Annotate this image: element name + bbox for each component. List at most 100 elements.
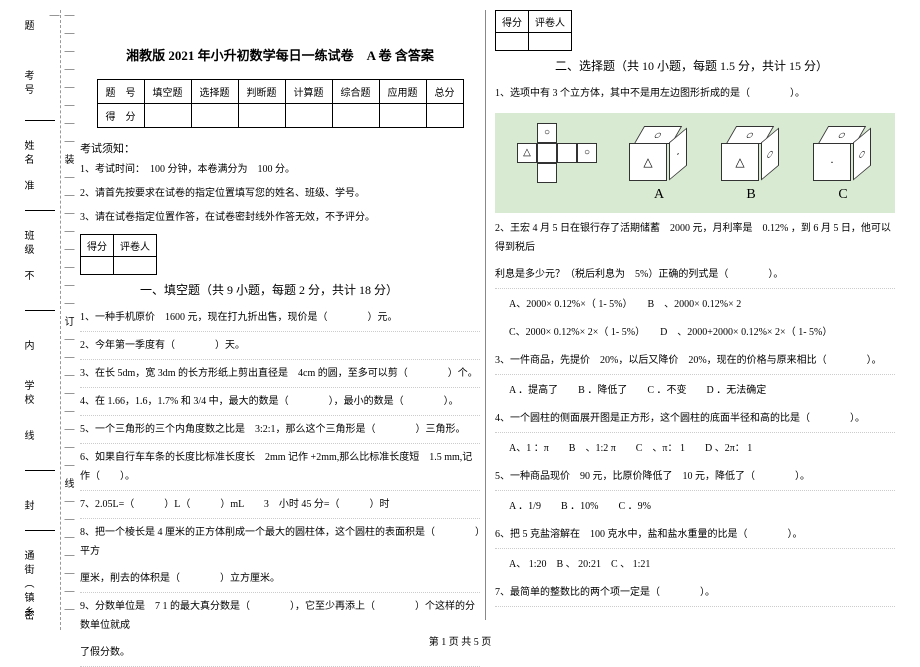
section-1-title: 一、填空题（共 9 小题，每题 2 分，共计 18 分） [140,281,480,298]
cube-c-label: C [813,187,873,203]
bind-label-3: 准 [20,180,35,194]
s1-q5: 5、一个三角形的三个内角度数之比是 3:2:1，那么这个三角形是（ ）三角形。 [80,420,480,444]
s2-q6-opts: A、 1:20 B 、 20:21 C 、 1:21 [509,555,895,575]
score-h-2: 选择题 [191,80,238,104]
bind-label-7: 学校 [20,380,35,408]
s2-q3: 3、一件商品，先提价 20%，以后又降价 20%，现在的价格与原来相比（ ）。 [495,351,895,375]
scorer-c2: 评卷人 [114,235,157,257]
s1-q6: 6、如果自行车车条的长度比标准长度长 2mm 记作 +2mm,那么比标准长度短 … [80,448,480,491]
score-table: 题 号 填空题 选择题 判断题 计算题 综合题 应用题 总分 得 分 [97,79,464,128]
cube-a: ○ · △ [629,123,689,183]
bind-mark-3 [25,310,55,311]
net-5 [537,163,557,183]
s1-q2: 2、今年第一季度有（ ）天。 [80,336,480,360]
section-2-title: 二、选择题（共 10 小题，每题 1.5 分，共计 15 分） [555,57,895,74]
score-v-1 [144,104,191,128]
s1-q3: 3、在长 5dm，宽 3dm 的长方形纸上剪出直径是 4cm 的圆，至多可以剪（… [80,364,480,388]
bind-mark-1 [25,120,55,121]
scorer-box-1: 得分 评卷人 [80,234,157,275]
bind-mark-2 [25,210,55,211]
cube-a-wrap: ○ · △ A [629,123,689,203]
bind-label-9: 封 [20,500,35,514]
binding-column: ｜｜｜｜｜｜｜｜装｜｜｜｜｜｜｜｜订｜｜｜｜｜｜｜｜线｜｜｜｜｜｜｜｜ 题 考号… [20,10,70,630]
bind-label-8: 线 [20,430,35,444]
bind-mark-4 [25,470,55,471]
s1-q8b: 厘米，削去的体积是（ ）立方厘米。 [80,569,480,593]
page-divider [485,10,486,620]
score-value-row: 得 分 [97,104,463,128]
s1-q1: 1、一种手机原价 1600 元，现在打九折出售，现价是（ ）元。 [80,308,480,332]
s2-q5: 5、一种商品现价 90 元，比原价降低了 10 元，降低了（ ）。 [495,467,895,491]
notice-1: 1、考试时间： 100 分钟，本卷满分为 100 分。 [80,162,480,178]
scorer-b2 [114,257,157,275]
cube-figure: ○ △ ○ ○ · △ A ○ ○ △ B ○ ○ [495,113,895,213]
bind-label-2: 姓名 [20,140,35,168]
exam-title: 湘教版 2021 年小升初数学每日一练试卷 A 卷 含答案 [80,45,480,64]
cube-a-label: A [629,187,689,203]
net-0: ○ [537,123,557,143]
cube-b-label: B [721,187,781,203]
bind-label-11: 密 [20,610,35,624]
page-right: 得分 评卷人 二、选择题（共 10 小题，每题 1.5 分，共计 15 分） 1… [495,10,895,620]
bind-label-5: 不 [20,270,35,284]
score-h-6: 应用题 [379,80,426,104]
score-v-6 [379,104,426,128]
net-1: △ [517,143,537,163]
notice-2: 2、请首先按要求在试卷的指定位置填写您的姓名、班级、学号。 [80,186,480,202]
s2-q2b: 利息是多少元？（税后利息为 5%）正确的列式是（ ）。 [495,265,895,289]
scorer-b1 [81,257,114,275]
score-h-1: 填空题 [144,80,191,104]
score-h-5: 综合题 [332,80,379,104]
net-2 [537,143,557,163]
bind-label-0: 题 [20,20,35,34]
scorer2-b1 [496,33,529,51]
bind-label-6: 内 [20,340,35,354]
scorer2-c1: 得分 [496,11,529,33]
cube-b-wrap: ○ ○ △ B [721,123,781,203]
notice-3: 3、请在试卷指定位置作答，在试卷密封线外作答无效，不予评分。 [80,210,480,226]
binding-vertical-text: ｜｜｜｜｜｜｜｜装｜｜｜｜｜｜｜｜订｜｜｜｜｜｜｜｜线｜｜｜｜｜｜｜｜ [45,10,75,630]
score-v-7 [426,104,463,128]
cube-c: ○ ○ · [813,123,873,183]
score-v-5 [332,104,379,128]
cube-c-front: · [813,143,851,181]
bind-label-4: 班级 [20,230,35,258]
cube-c-wrap: ○ ○ · C [813,123,873,203]
scorer2-c2: 评卷人 [529,11,572,33]
s2-q3-opts: A ．提高了 B ．降低了 C ．不变 D ．无法确定 [509,381,895,401]
cube-b: ○ ○ △ [721,123,781,183]
s2-q5-opts: A ．1/9 B ．10% C ．9% [509,497,895,517]
s2-q1: 1、选项中有 3 个立方体，其中不是用左边图形折成的是（ ）。 [495,84,895,107]
scorer2-b2 [529,33,572,51]
s1-q7: 7、2.05L=（ ）L（ ）mL 3 小时 45 分=（ ）时 [80,495,480,519]
s2-q2-opts1: A、2000× 0.12%×（ 1- 5%） B 、2000× 0.12%× 2 [509,295,895,315]
s2-q6: 6、把 5 克盐溶解在 100 克水中，盐和盐水重量的比是（ ）。 [495,525,895,549]
score-v-3 [238,104,285,128]
score-v-2 [191,104,238,128]
scorer-c1: 得分 [81,235,114,257]
page-footer: 第 1 页 共 5 页 [0,633,920,648]
score-h-7: 总分 [426,80,463,104]
bind-mark-5 [25,530,55,531]
s2-q4: 4、一个圆柱的侧面展开图是正方形，这个圆柱的底面半径和高的比是（ ）。 [495,409,895,433]
cube-net: ○ △ ○ [517,123,597,203]
s1-q8a: 8、把一个棱长是 4 厘米的正方体削成一个最大的圆柱体，这个圆柱的表面积是（ ）… [80,523,480,565]
score-row-label: 得 分 [97,104,144,128]
s2-q7: 7、最简单的整数比的两个项一定是（ ）。 [495,583,895,607]
page-left: 湘教版 2021 年小升初数学每日一练试卷 A 卷 含答案 题 号 填空题 选择… [80,10,480,620]
s2-q4-opts: A、1 ：π B 、1:2 π C 、π： 1 D 、2π： 1 [509,439,895,459]
score-h-4: 计算题 [285,80,332,104]
net-4: ○ [577,143,597,163]
cube-b-front: △ [721,143,759,181]
cube-a-front: △ [629,143,667,181]
s1-q4: 4、在 1.66，1.6，1.7% 和 3/4 中，最大的数是（ ），最小的数是… [80,392,480,416]
score-h-3: 判断题 [238,80,285,104]
bind-label-1: 考号 [20,70,35,98]
notice-heading: 考试须知： [80,140,480,156]
s2-q2-opts2: C、2000× 0.12%× 2×（ 1- 5%） D 、2000+2000× … [509,323,895,343]
score-h-0: 题 号 [97,80,144,104]
score-header-row: 题 号 填空题 选择题 判断题 计算题 综合题 应用题 总分 [97,80,463,104]
net-3 [557,143,577,163]
scorer-box-2: 得分 评卷人 [495,10,572,51]
score-v-4 [285,104,332,128]
